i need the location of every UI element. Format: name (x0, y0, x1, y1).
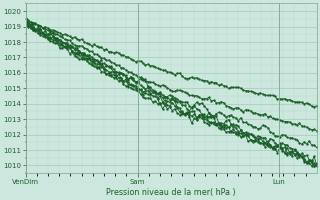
X-axis label: Pression niveau de la mer( hPa ): Pression niveau de la mer( hPa ) (106, 188, 236, 197)
